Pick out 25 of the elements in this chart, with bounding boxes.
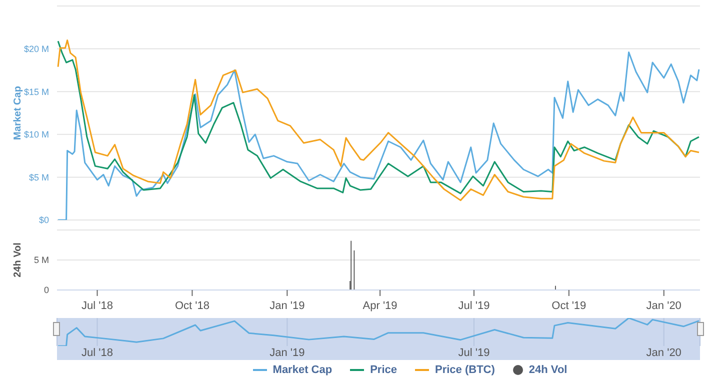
x-tick-label: Jan '19 (270, 347, 305, 359)
y-tick-label: $15 M (24, 86, 49, 97)
x-tick-label: Oct '18 (174, 300, 210, 312)
x-tick-label: Jan '19 (270, 300, 305, 312)
x-tick-label: Jul '19 (458, 347, 490, 359)
legend-label: Price (BTC) (435, 364, 495, 376)
y-axis-title: 24h Vol (12, 242, 24, 278)
x-tick-label: Oct '19 (552, 300, 586, 312)
y-tick-label: $0 (38, 215, 49, 226)
legend-label: 24h Vol (528, 364, 568, 376)
y-tick-label: 5 M (34, 255, 49, 266)
x-tick-label: Jul '18 (82, 300, 113, 312)
line-series (57, 51, 700, 220)
legend-label: Price (370, 364, 397, 376)
y-tick-label: 0 (44, 285, 49, 296)
x-tick-label: Jan '20 (646, 347, 682, 359)
x-tick-label: Jul '18 (82, 347, 113, 359)
y-tick-label: $5 M (28, 172, 49, 182)
x-tick-label: Jan '20 (646, 300, 682, 312)
y-axis-title: Market Cap (12, 86, 24, 140)
legend-label: Market Cap (272, 364, 332, 376)
y-tick-label: $20 M (24, 44, 49, 54)
x-tick-label: Apr '19 (362, 300, 398, 312)
y-tick-label: $10 M (24, 130, 49, 140)
x-tick-label: Jul '19 (458, 300, 490, 312)
